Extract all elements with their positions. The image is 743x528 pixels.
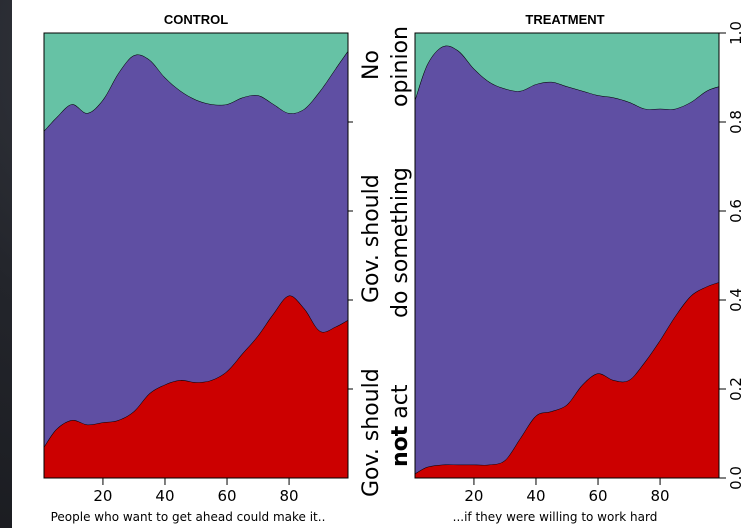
- control-areas: [43, 33, 349, 478]
- label-act: act: [388, 384, 413, 426]
- control-panel: CONTROL 20 40 60 80 People who want to get …: [43, 12, 349, 524]
- label-not-bold: not: [388, 425, 413, 467]
- area-gov-should-not-act: [44, 295, 348, 478]
- x-tick-label: 40: [526, 487, 545, 505]
- control-title: CONTROL: [164, 12, 228, 27]
- treatment-title: TREATMENT: [525, 12, 604, 27]
- label-not-act-line2: not act: [388, 384, 413, 467]
- label-something-line2: do something: [388, 167, 413, 318]
- treatment-caption: ...if they were willing to work hard: [453, 510, 658, 524]
- label-opinion-line2: opinion: [388, 26, 413, 107]
- control-right-ticks: [348, 121, 353, 390]
- x-tick-label: 20: [464, 487, 483, 505]
- control-caption: People who want to get ahead could make …: [51, 510, 326, 524]
- middle-labels: Gov. should not act Gov. should do somet…: [359, 26, 413, 497]
- treatment-areas: [414, 33, 720, 478]
- treatment-x-ticks: 20 40 60 80: [464, 478, 670, 505]
- stacked-area-chart: CONTROL 20 40 60 80 People who want to get …: [43, 12, 743, 524]
- area-gov-should-do-something: [415, 45, 719, 474]
- treatment-y-ticks: 0.0 0.2 0.4 0.6 0.8 1.0: [719, 21, 743, 490]
- y-tick-label: 0.0: [727, 466, 743, 490]
- y-tick-label: 0.8: [727, 110, 743, 134]
- x-tick-label: 80: [280, 487, 299, 505]
- y-tick-label: 0.4: [727, 288, 743, 312]
- area-gov-should-do-something: [44, 50, 348, 447]
- x-tick-label: 60: [217, 487, 236, 505]
- y-tick-label: 1.0: [727, 21, 743, 45]
- treatment-frame: [414, 32, 720, 479]
- x-tick-label: 60: [588, 487, 607, 505]
- area-no-opinion: [415, 33, 719, 110]
- label-something-line1: Gov. should: [359, 174, 384, 303]
- chart-page: CONTROL 20 40 60 80 People who want to get …: [12, 0, 743, 528]
- x-tick-label: 20: [93, 487, 112, 505]
- area-gov-should-not-act: [415, 282, 719, 478]
- y-tick-label: 0.2: [727, 377, 743, 401]
- label-not-act-line1: Gov. should: [359, 368, 384, 497]
- control-frame: [43, 32, 349, 479]
- y-tick-label: 0.6: [727, 199, 743, 223]
- area-no-opinion: [44, 33, 348, 131]
- x-tick-label: 80: [651, 487, 670, 505]
- treatment-panel: TREATMENT 20 40 60 80 0.0 0.2 0.4 0.6 0.8 1.0 ..…: [414, 12, 743, 524]
- x-tick-label: 40: [155, 487, 174, 505]
- label-opinion-line1: No: [359, 50, 384, 80]
- control-x-ticks: 20 40 60 80: [93, 478, 299, 505]
